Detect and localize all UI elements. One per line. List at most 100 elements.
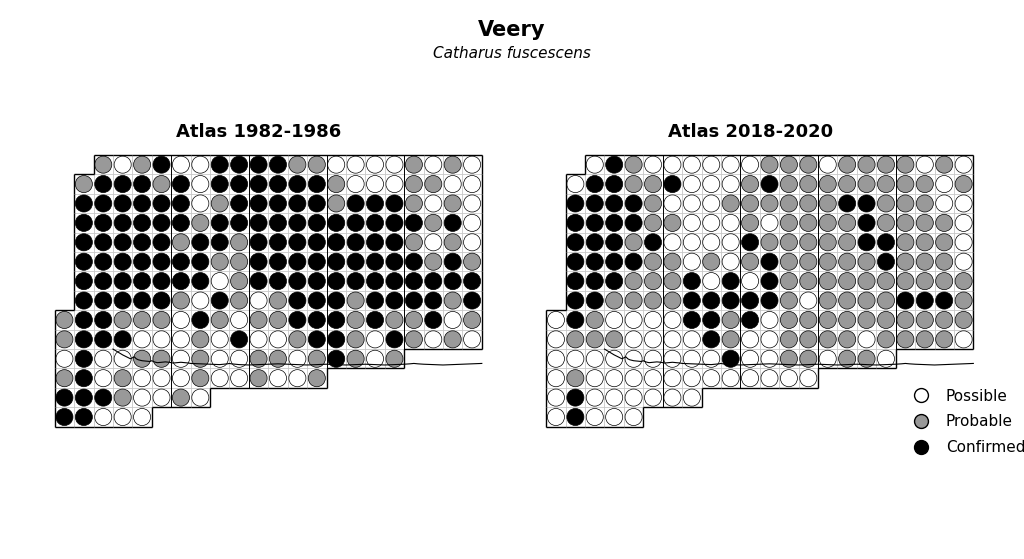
Bar	[546, 330, 565, 349]
Bar	[740, 174, 760, 194]
Circle shape	[683, 389, 700, 406]
Circle shape	[878, 273, 895, 290]
Circle shape	[664, 195, 681, 212]
Circle shape	[858, 214, 876, 231]
Bar	[915, 291, 935, 310]
Bar	[346, 194, 366, 213]
Circle shape	[955, 156, 972, 173]
Circle shape	[308, 156, 326, 173]
Bar	[663, 252, 682, 272]
Bar	[915, 252, 935, 272]
Circle shape	[347, 292, 365, 309]
Circle shape	[897, 214, 914, 231]
Circle shape	[230, 369, 248, 387]
Circle shape	[683, 253, 700, 270]
Bar	[682, 174, 701, 194]
Bar	[424, 213, 443, 233]
Circle shape	[955, 253, 972, 270]
Circle shape	[780, 292, 798, 309]
Circle shape	[605, 389, 623, 406]
Bar	[935, 233, 954, 252]
Bar	[366, 233, 385, 252]
Circle shape	[839, 292, 856, 309]
Bar	[721, 213, 740, 233]
Bar	[327, 174, 346, 194]
Circle shape	[230, 273, 248, 290]
Bar	[288, 252, 307, 272]
Circle shape	[683, 350, 700, 367]
Bar	[132, 252, 152, 272]
Circle shape	[211, 176, 228, 193]
Bar	[113, 330, 132, 349]
Bar	[327, 291, 346, 310]
Bar	[565, 349, 585, 368]
Bar	[760, 330, 779, 349]
Circle shape	[269, 253, 287, 270]
Circle shape	[153, 389, 170, 406]
Bar	[604, 233, 624, 252]
Circle shape	[406, 331, 423, 348]
Circle shape	[76, 234, 92, 251]
Bar	[346, 174, 366, 194]
Circle shape	[308, 292, 326, 309]
Circle shape	[133, 389, 151, 406]
Bar	[74, 368, 93, 388]
Bar	[307, 213, 327, 233]
Bar	[565, 368, 585, 388]
Circle shape	[936, 273, 952, 290]
Circle shape	[605, 409, 623, 425]
Bar	[857, 252, 877, 272]
Bar	[443, 252, 463, 272]
Circle shape	[153, 331, 170, 348]
Circle shape	[425, 273, 441, 290]
Bar	[663, 233, 682, 252]
Circle shape	[605, 253, 623, 270]
Bar	[954, 174, 974, 194]
Circle shape	[386, 273, 403, 290]
Bar	[113, 310, 132, 330]
Bar	[249, 194, 268, 213]
Circle shape	[367, 195, 384, 212]
Bar	[443, 174, 463, 194]
Bar	[701, 155, 721, 174]
Bar	[113, 155, 132, 174]
Bar	[171, 349, 190, 368]
Bar	[740, 349, 760, 368]
Circle shape	[133, 214, 151, 231]
Circle shape	[644, 195, 662, 212]
Circle shape	[858, 253, 876, 270]
Bar	[229, 272, 249, 291]
Bar	[877, 330, 896, 349]
Circle shape	[664, 234, 681, 251]
Bar	[760, 272, 779, 291]
Circle shape	[94, 331, 112, 348]
Bar	[210, 349, 229, 368]
Circle shape	[328, 292, 345, 309]
Circle shape	[625, 273, 642, 290]
Bar	[132, 310, 152, 330]
Bar	[663, 194, 682, 213]
Circle shape	[425, 156, 441, 173]
Bar	[799, 330, 818, 349]
Bar	[818, 330, 838, 349]
Bar	[624, 330, 643, 349]
Circle shape	[386, 292, 403, 309]
Circle shape	[722, 311, 739, 329]
Circle shape	[211, 234, 228, 251]
Circle shape	[683, 214, 700, 231]
Bar	[604, 155, 624, 174]
Circle shape	[567, 253, 584, 270]
Circle shape	[916, 273, 933, 290]
Circle shape	[567, 350, 584, 367]
Circle shape	[230, 195, 248, 212]
Circle shape	[386, 234, 403, 251]
Bar	[701, 233, 721, 252]
Bar	[779, 368, 799, 388]
Circle shape	[347, 331, 365, 348]
Bar	[404, 310, 424, 330]
Bar	[915, 174, 935, 194]
Bar	[643, 368, 663, 388]
Circle shape	[586, 273, 603, 290]
Bar	[585, 349, 604, 368]
Circle shape	[761, 350, 778, 367]
